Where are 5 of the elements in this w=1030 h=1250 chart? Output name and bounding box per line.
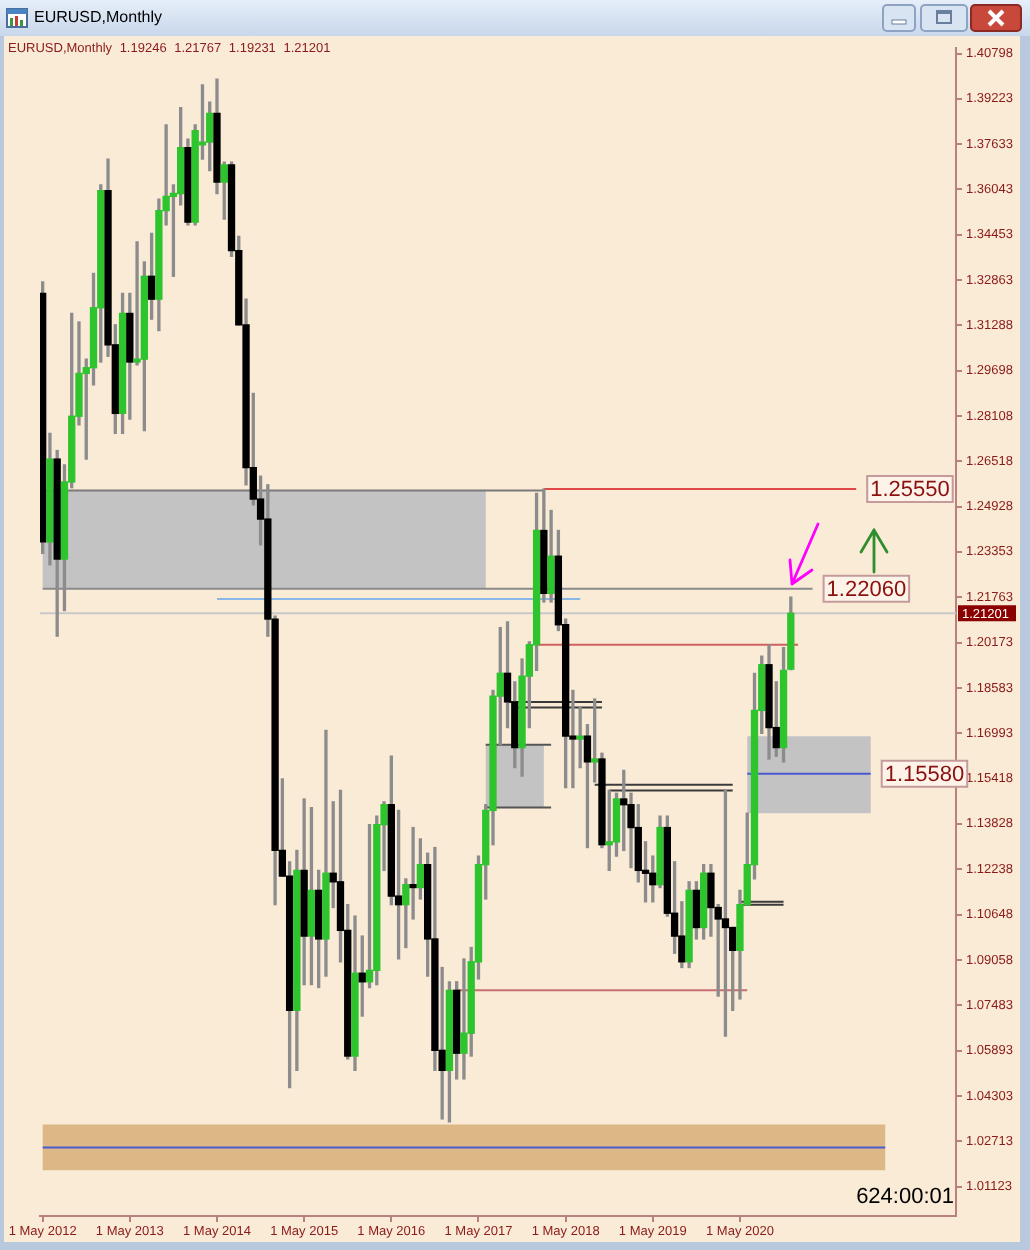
annotation: 1.15580 <box>884 762 965 787</box>
annotation: 624:00:01 <box>856 1185 954 1210</box>
chart-title: EURUSD,Monthly <box>34 8 163 28</box>
annotation: 1.25550 <box>870 478 950 503</box>
annotation: 1.22060 <box>826 577 907 602</box>
